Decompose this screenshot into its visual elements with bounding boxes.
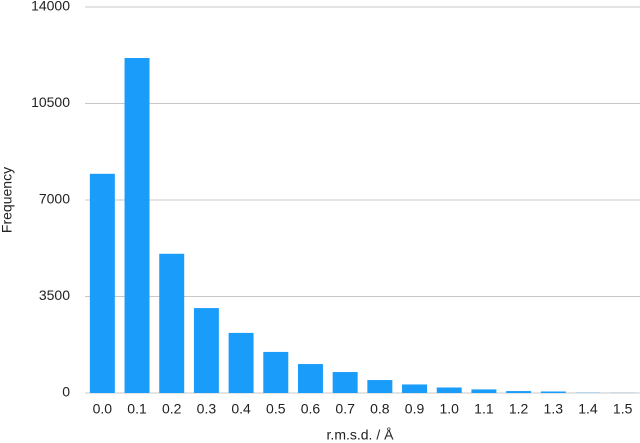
bar [263, 351, 289, 393]
bar [124, 58, 150, 393]
x-tick-label: 1.5 [613, 401, 633, 417]
bar [159, 253, 185, 393]
bar [89, 173, 115, 393]
bar [228, 332, 254, 393]
x-tick-label: 0.6 [301, 401, 321, 417]
bar [367, 380, 393, 393]
x-tick-label: 0.0 [93, 401, 113, 417]
y-tick-label: 14000 [31, 0, 70, 14]
bar [193, 308, 219, 393]
bar [540, 391, 566, 393]
x-tick-label: 0.7 [335, 401, 355, 417]
y-tick-label: 7000 [39, 191, 70, 207]
y-tick-label: 3500 [39, 287, 70, 303]
bar [332, 372, 358, 393]
y-axis-label: Frequency [0, 167, 15, 233]
bar [297, 364, 323, 393]
x-tick-label: 1.0 [439, 401, 459, 417]
x-tick-label: 0.1 [127, 401, 147, 417]
x-tick-label: 0.2 [162, 401, 182, 417]
bar [506, 391, 532, 393]
x-tick-label: 1.2 [509, 401, 529, 417]
x-tick-label: 0.9 [405, 401, 425, 417]
bar [436, 387, 462, 393]
x-tick-label: 1.3 [544, 401, 564, 417]
x-tick-label: 1.4 [578, 401, 598, 417]
x-tick-label: 0.5 [266, 401, 286, 417]
x-tick-label: 0.4 [231, 401, 251, 417]
x-tick-label: 0.3 [197, 401, 217, 417]
x-tick-label: 0.8 [370, 401, 390, 417]
y-tick-label: 0 [62, 384, 70, 400]
x-tick-label: 1.1 [474, 401, 494, 417]
y-tick-label: 10500 [31, 94, 70, 110]
bar [402, 384, 428, 393]
bar [471, 389, 497, 393]
x-axis-label: r.m.s.d. / Å [327, 427, 395, 443]
